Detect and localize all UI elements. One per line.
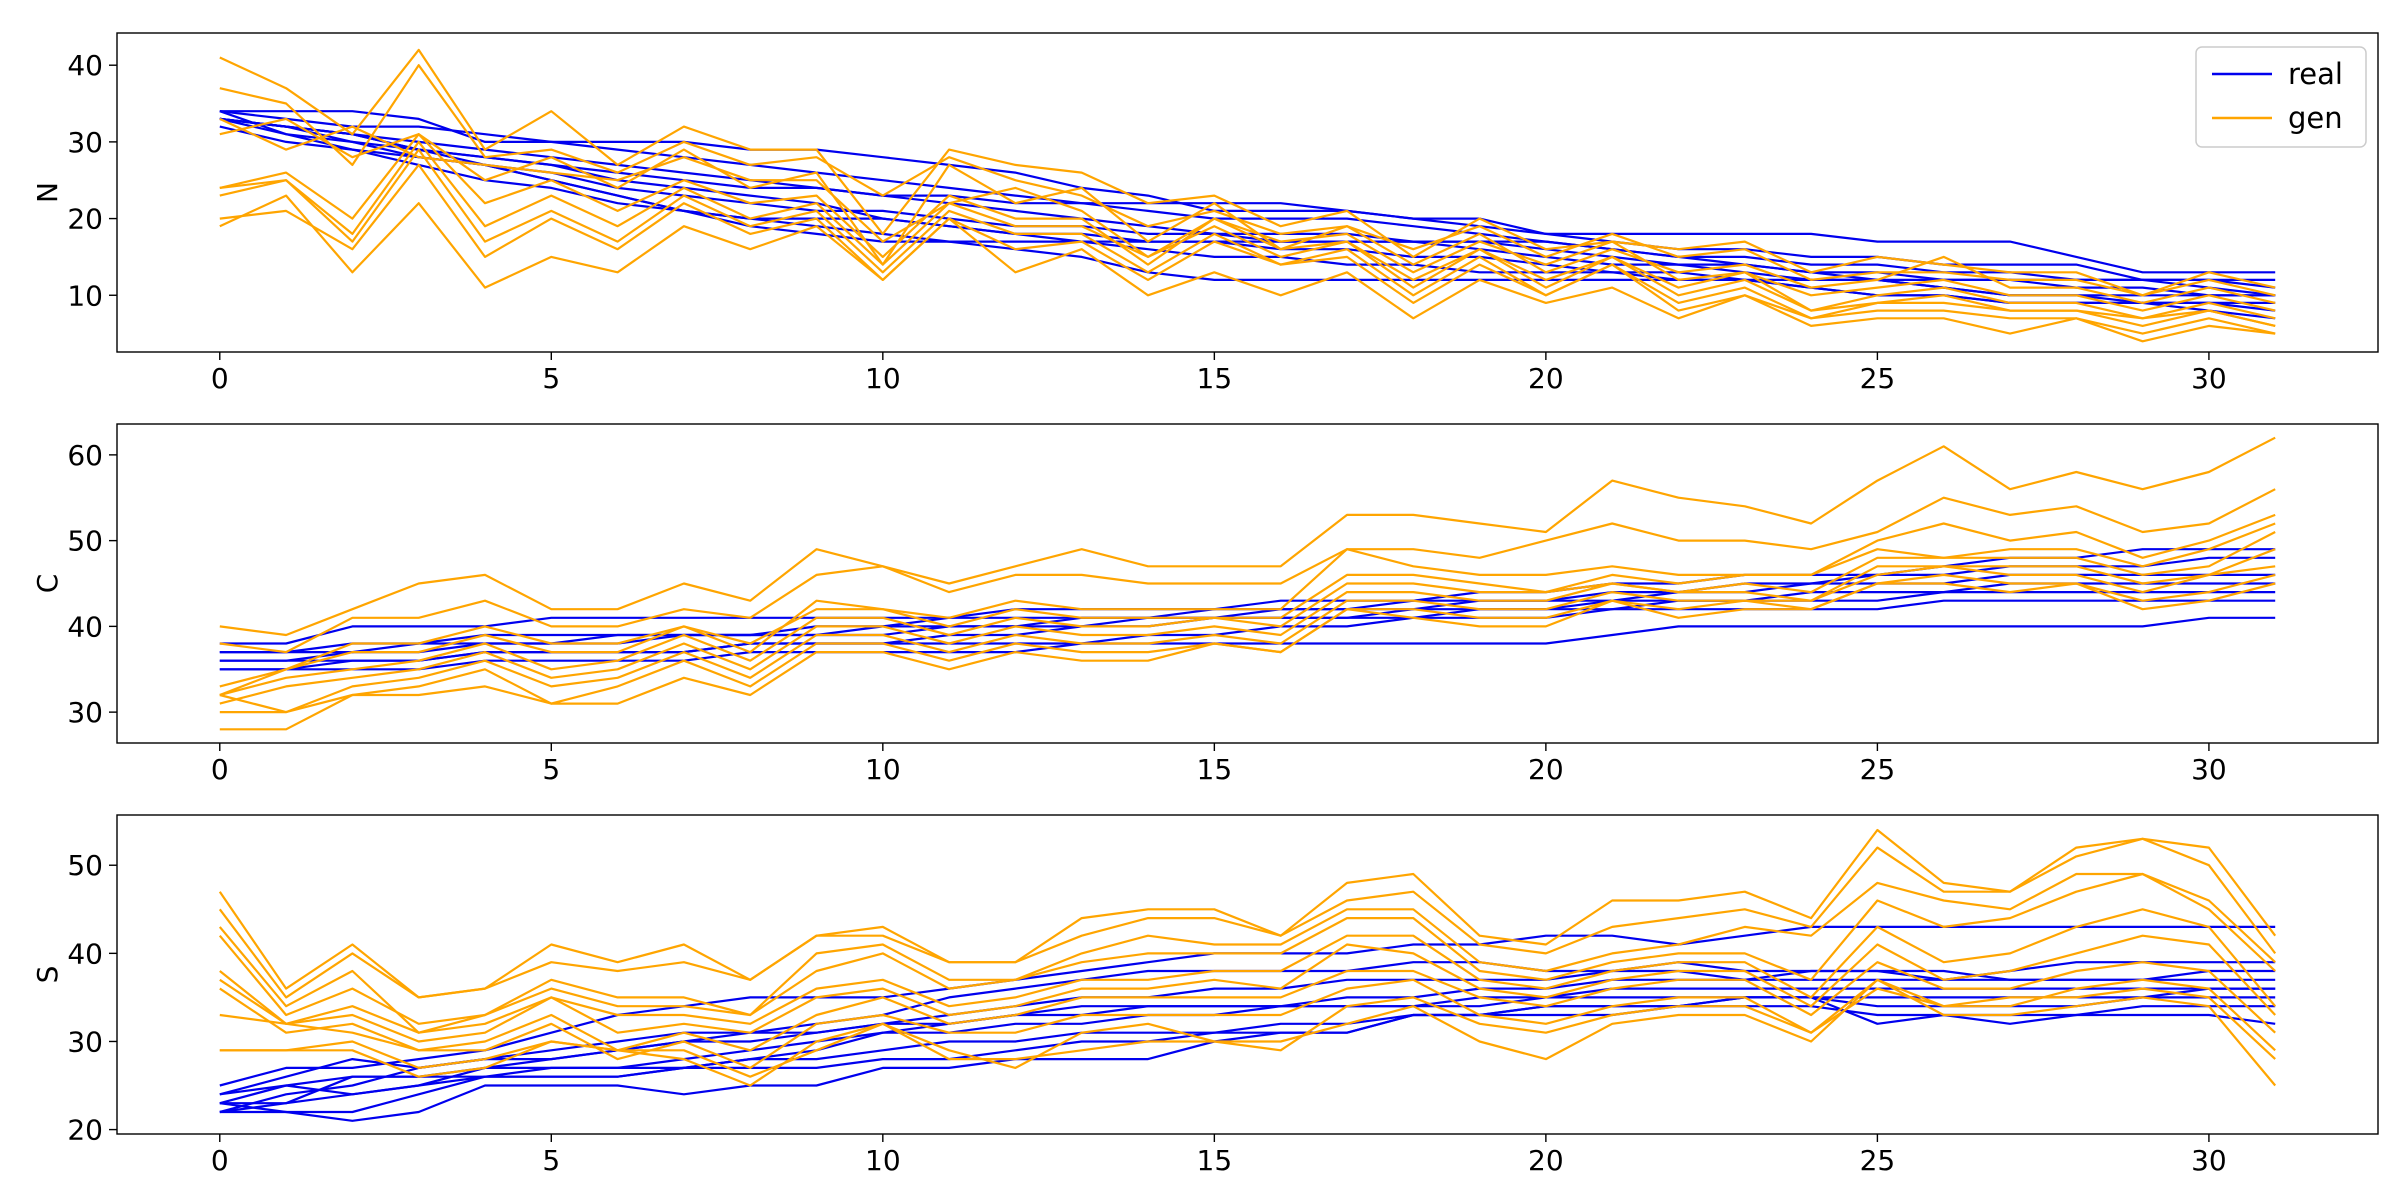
legend: real gen bbox=[2195, 46, 2367, 148]
series-gen-line bbox=[219, 163, 2276, 335]
series-real-line bbox=[219, 616, 2276, 671]
x-tick-label: 10 bbox=[865, 753, 901, 786]
axes-frame bbox=[116, 814, 2379, 1135]
x-tick-label: 10 bbox=[865, 1144, 901, 1177]
subplot-C: 0 5 10 15 20 25 30 30 40 50 60 C bbox=[31, 423, 2379, 786]
x-tick-label: 30 bbox=[2191, 1144, 2227, 1177]
y-tick-label: 60 bbox=[67, 439, 103, 472]
subplot-S: 0 5 10 15 20 25 30 20 30 40 50 S bbox=[31, 814, 2379, 1177]
series-gen-line bbox=[219, 513, 2276, 688]
y-axis-label: C bbox=[31, 574, 64, 594]
series-gen-line bbox=[219, 64, 2276, 297]
legend-box bbox=[2195, 46, 2367, 148]
x-tick-label: 5 bbox=[542, 1144, 560, 1177]
x-tick-label: 5 bbox=[542, 362, 560, 395]
y-tick-label: 20 bbox=[67, 203, 103, 236]
x-tick-label: 25 bbox=[1860, 753, 1896, 786]
series-gen-line bbox=[219, 48, 2276, 297]
legend-label-gen: gen bbox=[2288, 101, 2343, 135]
series-gen-line bbox=[218, 837, 2277, 999]
series-gen-line bbox=[219, 978, 2276, 1070]
series-real-line bbox=[219, 117, 2276, 312]
x-tick-label: 25 bbox=[1860, 362, 1896, 395]
series-gen-line bbox=[219, 565, 2276, 714]
y-axis-label: N bbox=[31, 182, 64, 203]
x-tick-label: 15 bbox=[1197, 753, 1233, 786]
x-tick-label: 10 bbox=[865, 362, 901, 395]
series-gen-line bbox=[219, 133, 2276, 320]
axes-frame bbox=[116, 423, 2379, 744]
y-tick-label: 50 bbox=[67, 849, 103, 882]
series-real-line bbox=[219, 1005, 2276, 1114]
x-tick-label: 15 bbox=[1197, 362, 1233, 395]
y-tick-label: 30 bbox=[67, 1025, 103, 1058]
series-gen-line bbox=[219, 140, 2276, 327]
series-gen-line bbox=[219, 522, 2276, 697]
x-tick-label: 5 bbox=[542, 753, 560, 786]
series-gen-line bbox=[218, 872, 2276, 1025]
series-gen-line bbox=[219, 436, 2276, 637]
y-tick-label: 40 bbox=[67, 937, 103, 970]
series-gen-line bbox=[218, 872, 2276, 1034]
series-real-line bbox=[219, 996, 2276, 1122]
series-real-line bbox=[219, 117, 2276, 320]
y-axis-label: S bbox=[31, 966, 64, 984]
x-tick-label: 20 bbox=[1528, 753, 1564, 786]
y-tick-label: 30 bbox=[67, 696, 103, 729]
series-gen-line bbox=[218, 828, 2277, 999]
series-gen-line bbox=[219, 117, 2276, 304]
series-gen-line bbox=[219, 194, 2276, 343]
series-real-line bbox=[219, 110, 2276, 289]
series-gen-line bbox=[219, 934, 2277, 1043]
series-gen-line bbox=[219, 961, 2276, 1052]
y-tick-label: 20 bbox=[67, 1114, 103, 1147]
series-gen-line bbox=[219, 148, 2276, 327]
series-gen-line bbox=[219, 117, 2276, 312]
series-real-line bbox=[219, 117, 2276, 297]
x-tick-label: 15 bbox=[1197, 1144, 1233, 1177]
x-tick-label: 0 bbox=[211, 1144, 229, 1177]
y-tick-label: 40 bbox=[67, 610, 103, 643]
series-gen-line bbox=[219, 548, 2276, 705]
x-tick-label: 20 bbox=[1528, 362, 1564, 395]
series-gen-line bbox=[219, 978, 2277, 1087]
series-gen-line bbox=[219, 582, 2276, 731]
y-tick-label: 50 bbox=[67, 525, 103, 558]
series-gen-line bbox=[219, 488, 2276, 654]
x-tick-label: 0 bbox=[211, 362, 229, 395]
legend-label-real: real bbox=[2288, 57, 2343, 91]
x-tick-label: 25 bbox=[1860, 1144, 1896, 1177]
y-tick-label: 30 bbox=[67, 126, 103, 159]
series-gen-line bbox=[219, 531, 2276, 697]
subplot-N: 0 5 10 15 20 25 30 10 20 30 40 N bbox=[31, 32, 2379, 395]
axes-frame bbox=[116, 32, 2379, 353]
x-tick-label: 30 bbox=[2191, 362, 2227, 395]
x-tick-label: 0 bbox=[211, 753, 229, 786]
x-tick-label: 20 bbox=[1528, 1144, 1564, 1177]
y-tick-label: 10 bbox=[67, 279, 103, 312]
series-gen-line bbox=[219, 908, 2277, 1034]
series-real-line bbox=[219, 125, 2276, 281]
y-tick-label: 40 bbox=[67, 49, 103, 82]
x-tick-label: 30 bbox=[2191, 753, 2227, 786]
series-real-line bbox=[219, 996, 2276, 1114]
